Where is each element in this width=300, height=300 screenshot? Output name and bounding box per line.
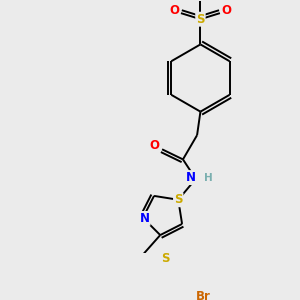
Text: O: O (222, 4, 232, 17)
Text: S: S (161, 252, 170, 265)
Text: N: N (186, 171, 196, 184)
Text: N: N (140, 212, 150, 225)
Text: S: S (174, 193, 182, 206)
Text: O: O (169, 4, 179, 17)
Text: S: S (196, 13, 205, 26)
Text: H: H (204, 173, 213, 183)
Text: O: O (150, 139, 160, 152)
Text: Br: Br (196, 290, 211, 300)
